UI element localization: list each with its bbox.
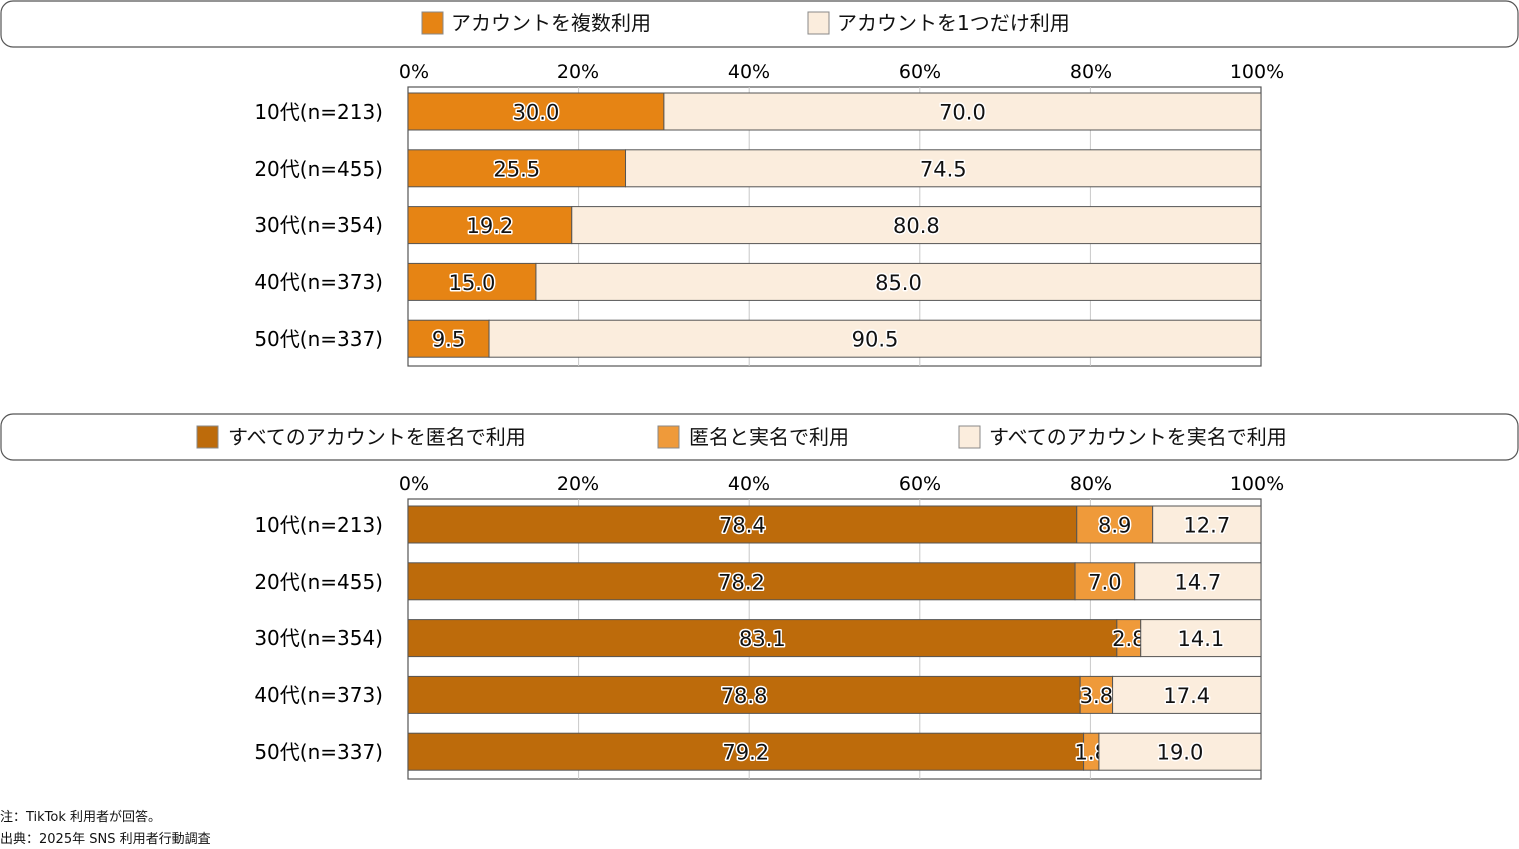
data-label: 14.1 (1177, 627, 1224, 651)
category-label: 10代(n=213) (254, 513, 383, 537)
chart-1-legend-box (0, 0, 1519, 48)
legend-item-all-anonymous: すべてのアカウントを匿名で利用 (196, 425, 526, 449)
chart-2-x-axis-ticks: 0% 20% 40% 60% 80% 100% (399, 473, 1284, 495)
legend-label-single-account: アカウントを1つだけ利用 (837, 11, 1070, 35)
data-label: 74.5 (920, 157, 967, 181)
bar-segment (407, 505, 1078, 544)
data-label: 78.2 (718, 570, 765, 594)
data-label: 7.0 (1088, 570, 1121, 594)
chart-1-x-axis-ticks: 0% 20% 40% 60% 80% 100% (399, 61, 1284, 83)
data-label: 30.0 (513, 101, 560, 125)
x-tick-label: 60% (899, 61, 941, 83)
chart-2: すべてのアカウントを匿名で利用 匿名と実名で利用 すべてのアカウントを実名で利用… (0, 413, 1519, 780)
category-label: 40代(n=373) (254, 683, 383, 707)
legend-item-all-real-name: すべてのアカウントを実名で利用 (958, 425, 1287, 449)
data-label: 12.7 (1183, 514, 1230, 538)
bar-segment (1134, 562, 1262, 601)
legend-swatch-all-anonymous (196, 425, 219, 449)
data-label: 90.5 (852, 328, 899, 352)
x-tick-label: 20% (557, 61, 599, 83)
bar-segment (1074, 562, 1136, 601)
category-label: 10代(n=213) (254, 100, 383, 124)
legend-label-multi-accounts: アカウントを複数利用 (451, 11, 651, 35)
category-label: 20代(n=455) (254, 570, 383, 594)
chart-2-legend-box (0, 413, 1519, 461)
category-label: 30代(n=354) (254, 213, 383, 237)
data-label: 79.2 (722, 741, 769, 765)
data-label: 9.5 (432, 328, 465, 352)
legend-swatch-all-real-name (958, 425, 981, 449)
category-label: 50代(n=337) (254, 327, 383, 351)
bar-segment (407, 675, 1081, 714)
x-tick-label: 80% (1070, 61, 1112, 83)
bar-segment (488, 319, 1262, 358)
legend-label-all-real-name: すべてのアカウントを実名で利用 (989, 425, 1287, 449)
legend-item-anonymous-and-real: 匿名と実名で利用 (657, 425, 849, 449)
x-tick-label: 40% (728, 61, 770, 83)
legend-item-multi-accounts: アカウントを複数利用 (421, 11, 651, 35)
footnote: 注：TikTok 利用者が回答。 (0, 810, 162, 825)
data-label: 19.2 (467, 214, 514, 238)
chart-2-category-labels: 10代(n=213) 20代(n=455) 30代(n=354) 40代(n=3… (254, 513, 383, 764)
bar-segment (407, 562, 1076, 601)
chart-1-legend: アカウントを複数利用 アカウントを1つだけ利用 (421, 11, 1070, 35)
data-label: 8.9 (1098, 514, 1131, 538)
data-label: 78.4 (719, 514, 766, 538)
bar-segment (407, 319, 490, 358)
x-tick-label: 40% (728, 473, 770, 495)
data-label: 80.8 (893, 214, 940, 238)
bar-segment (1098, 732, 1262, 771)
legend-label-anonymous-and-real: 匿名と実名で利用 (689, 425, 849, 449)
chart-2-legend: すべてのアカウントを匿名で利用 匿名と実名で利用 すべてのアカウントを実名で利用 (196, 425, 1287, 449)
bar-segment (407, 206, 573, 245)
category-label: 20代(n=455) (254, 157, 383, 181)
x-tick-label: 60% (899, 473, 941, 495)
bar-segment (407, 619, 1118, 658)
x-tick-label: 20% (557, 473, 599, 495)
chart-1-plot-area: 30.0 70.0 25.5 74.5 19.2 80.8 15.0 85.0 9.5 90.5 (407, 86, 1262, 367)
bar-segment (407, 92, 665, 131)
bar-segment (1112, 675, 1262, 714)
bar-segment (625, 149, 1262, 188)
bar-segment (663, 92, 1262, 131)
bar-segment (1152, 505, 1262, 544)
legend-label-all-anonymous: すべてのアカウントを匿名で利用 (228, 425, 526, 449)
x-tick-label: 80% (1070, 473, 1112, 495)
bar-segment (535, 262, 1262, 301)
bar-segment (407, 732, 1085, 771)
x-tick-label: 100% (1230, 473, 1284, 495)
data-label: 3.8 (1080, 684, 1113, 708)
data-label: 19.0 (1157, 741, 1204, 765)
data-label: 15.0 (449, 271, 496, 295)
bar-segment (407, 149, 627, 188)
legend-swatch-multi-accounts (421, 11, 444, 35)
bar-segment (1140, 619, 1262, 658)
bar-segment (571, 206, 1262, 245)
data-label: 78.8 (721, 684, 768, 708)
category-label: 40代(n=373) (254, 270, 383, 294)
chart-2-plot-area: 78.4 8.9 12.778.2 7.0 14.783.1 2.8 14.178.8 3.8… (407, 498, 1262, 780)
legend-swatch-single-account (807, 11, 830, 35)
x-tick-label: 100% (1230, 61, 1284, 83)
data-label: 25.5 (493, 157, 540, 181)
data-label: 14.7 (1174, 570, 1221, 594)
category-label: 50代(n=337) (254, 740, 383, 764)
data-label: 17.4 (1163, 684, 1210, 708)
bar-segment (407, 262, 537, 301)
data-label: 70.0 (939, 101, 986, 125)
data-label: 83.1 (739, 627, 786, 651)
legend-item-single-account: アカウントを1つだけ利用 (807, 11, 1070, 35)
x-tick-label: 0% (399, 473, 429, 495)
category-label: 30代(n=354) (254, 626, 383, 650)
chart-1: アカウントを複数利用 アカウントを1つだけ利用 0% 20% 40% 60% 8… (0, 0, 1519, 367)
x-tick-label: 0% (399, 61, 429, 83)
data-label: 85.0 (875, 271, 922, 295)
legend-swatch-anonymous-and-real (657, 425, 680, 449)
chart-1-category-labels: 10代(n=213) 20代(n=455) 30代(n=354) 40代(n=3… (254, 100, 383, 351)
source-note: 出典：2025年 SNS 利用者行動調査 (0, 832, 211, 847)
